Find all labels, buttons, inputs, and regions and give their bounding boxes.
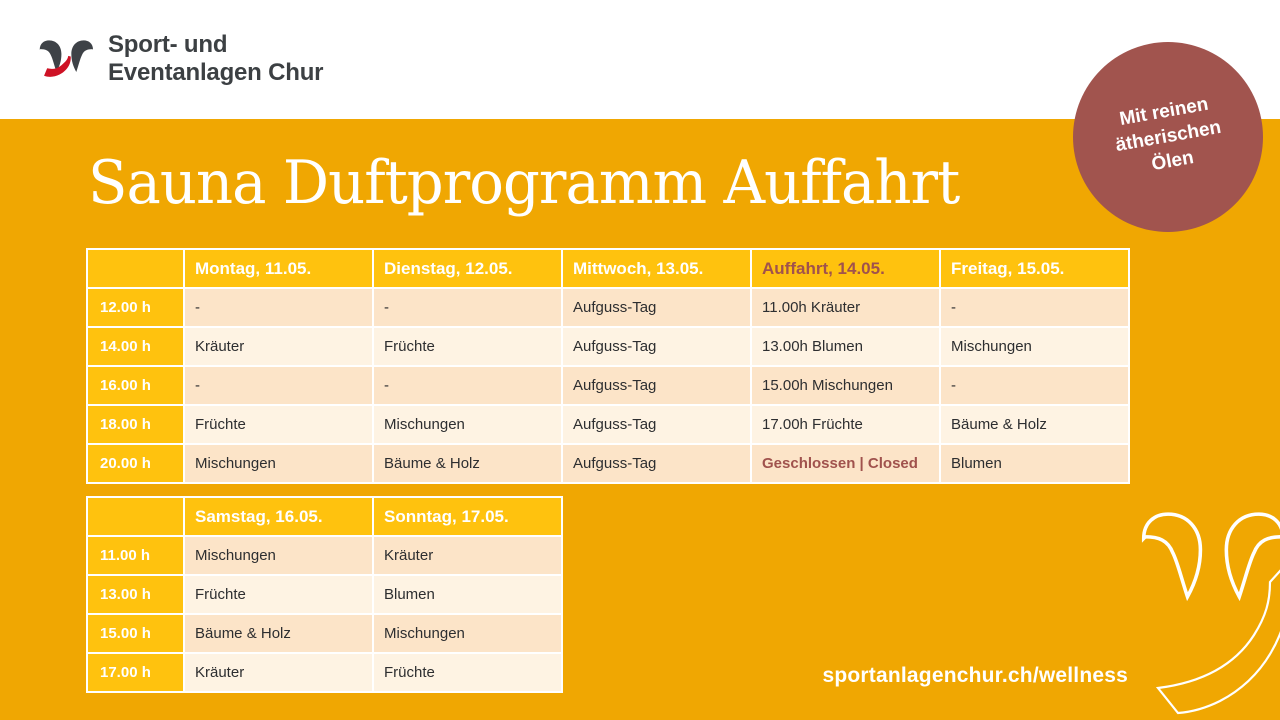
schedule-row: 13.00 h Früchte Blumen — [88, 576, 561, 613]
schedule-cell: Mischungen — [374, 406, 561, 443]
time-column-header — [88, 250, 183, 287]
schedule-cell: Früchte — [374, 654, 561, 691]
schedule-cell: Früchte — [185, 576, 372, 613]
schedule-cell: 17.00h Früchte — [752, 406, 939, 443]
badge-text: Mit reinen ätherischen Ölen — [1109, 91, 1227, 184]
time-cell: 20.00 h — [88, 445, 183, 482]
sport-eventanlagen-chur-logo-icon — [39, 40, 94, 77]
schedule-cell: Geschlossen | Closed — [752, 445, 939, 482]
time-column-header — [88, 498, 183, 535]
schedule-cell: - — [374, 367, 561, 404]
day-column-header: Sonntag, 17.05. — [374, 498, 561, 535]
schedule-cell: Kräuter — [185, 654, 372, 691]
time-cell: 11.00 h — [88, 537, 183, 574]
schedule-row: 18.00 h Früchte Mischungen Aufguss-Tag 17.00… — [88, 406, 1128, 443]
logo-line1: Sport- und — [108, 31, 228, 59]
schedule-cell: Mischungen — [374, 615, 561, 652]
schedule-cell: Aufguss-Tag — [563, 406, 750, 443]
schedule-row: 17.00 h Kräuter Früchte — [88, 654, 561, 691]
time-cell: 17.00 h — [88, 654, 183, 691]
schedule-row: 14.00 h Kräuter Früchte Aufguss-Tag 13.00h B… — [88, 328, 1128, 365]
schedule-cell: Kräuter — [374, 537, 561, 574]
schedule-cell: Bäume & Holz — [374, 445, 561, 482]
schedule-cell: Mischungen — [185, 537, 372, 574]
schedule-cell: Bäume & Holz — [941, 406, 1128, 443]
day-column-header: Freitag, 15.05. — [941, 250, 1128, 287]
decorative-outline-logo-icon — [1141, 512, 1280, 715]
schedule-cell: - — [185, 289, 372, 326]
day-column-header: Auffahrt, 14.05. — [752, 250, 939, 287]
schedule-cell: - — [941, 367, 1128, 404]
schedule-cell: Aufguss-Tag — [563, 289, 750, 326]
schedule-cell: Mischungen — [941, 328, 1128, 365]
schedule-cell: Blumen — [941, 445, 1128, 482]
schedule-row: 20.00 h Mischungen Bäume & Holz Aufguss-Tag… — [88, 445, 1128, 482]
schedule-cell: Kräuter — [185, 328, 372, 365]
schedule-cell: Früchte — [185, 406, 372, 443]
schedule-cell: Blumen — [374, 576, 561, 613]
essential-oils-badge: Mit reinen ätherischen Ölen — [1073, 42, 1263, 232]
schedule-cell: Bäume & Holz — [185, 615, 372, 652]
schedule-cell: - — [941, 289, 1128, 326]
time-cell: 16.00 h — [88, 367, 183, 404]
schedule-cell: - — [185, 367, 372, 404]
time-cell: 12.00 h — [88, 289, 183, 326]
schedule-cell: 13.00h Blumen — [752, 328, 939, 365]
day-column-header: Samstag, 16.05. — [185, 498, 372, 535]
schedule-cell: 11.00h Kräuter — [752, 289, 939, 326]
schedule-cell: - — [374, 289, 561, 326]
weekend-schedule-table: Samstag, 16.05. Sonntag, 17.05. 11.00 h Mis… — [86, 496, 563, 693]
schedule-cell: 15.00h Mischungen — [752, 367, 939, 404]
header-band: Sport- und Eventanlagen Chur — [0, 0, 1280, 119]
schedule-cell: Mischungen — [185, 445, 372, 482]
time-cell: 14.00 h — [88, 328, 183, 365]
time-cell: 18.00 h — [88, 406, 183, 443]
schedule-cell: Früchte — [374, 328, 561, 365]
schedule-cell: Aufguss-Tag — [563, 367, 750, 404]
day-column-header: Dienstag, 12.05. — [374, 250, 561, 287]
weekday-schedule-table: Montag, 11.05. Dienstag, 12.05. Mittwoch, … — [86, 248, 1130, 484]
schedule-row: 15.00 h Bäume & Holz Mischungen — [88, 615, 561, 652]
schedule-cell: Aufguss-Tag — [563, 445, 750, 482]
schedule-row: 16.00 h - - Aufguss-Tag 15.00h Mischungen - — [88, 367, 1128, 404]
page-title: Sauna Duftprogramm Auffahrt — [88, 148, 960, 218]
time-cell: 15.00 h — [88, 615, 183, 652]
logo-line2: Eventanlagen Chur — [108, 59, 324, 86]
day-column-header: Mittwoch, 13.05. — [563, 250, 750, 287]
logo: Sport- und Eventanlagen Chur — [36, 28, 324, 90]
schedule-row: 11.00 h Mischungen Kräuter — [88, 537, 561, 574]
schedule-cell: Aufguss-Tag — [563, 328, 750, 365]
logo-wordmark: Sport- und Eventanlagen Chur — [108, 31, 324, 86]
schedule-row: 12.00 h - - Aufguss-Tag 11.00h Kräuter - — [88, 289, 1128, 326]
day-column-header: Montag, 11.05. — [185, 250, 372, 287]
time-cell: 13.00 h — [88, 576, 183, 613]
wellness-url: sportanlagenchur.ch/wellness — [822, 664, 1128, 687]
